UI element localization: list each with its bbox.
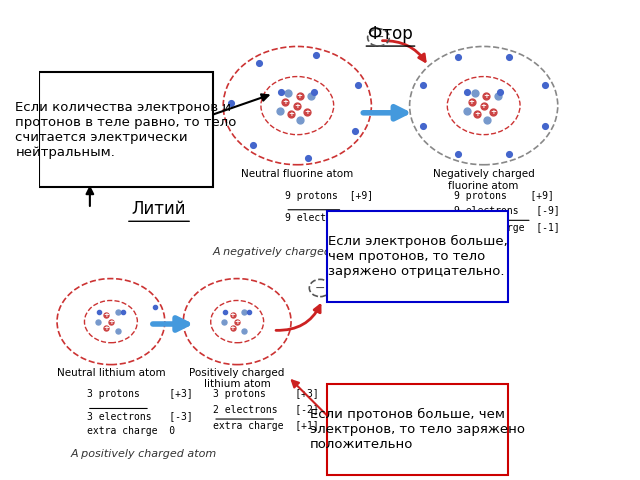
Text: Если электронов больше,
чем протонов, то тело
заряжено отрицательно.: Если электронов больше, чем протонов, то… bbox=[328, 235, 508, 278]
Text: +: + bbox=[481, 103, 486, 108]
Text: +: + bbox=[474, 111, 480, 118]
Text: +: + bbox=[296, 93, 303, 98]
Text: 3 electrons   [-3]: 3 electrons [-3] bbox=[87, 411, 193, 421]
Text: Фтор: Фтор bbox=[368, 24, 413, 43]
Text: Positively charged
lithium atom: Positively charged lithium atom bbox=[189, 368, 285, 389]
Text: +: + bbox=[230, 325, 236, 331]
Text: +: + bbox=[294, 103, 300, 108]
Text: 9 electrons  [-9]: 9 electrons [-9] bbox=[285, 212, 385, 222]
Text: +: + bbox=[108, 319, 114, 324]
Text: Negatively charged
fluorine atom: Negatively charged fluorine atom bbox=[433, 169, 534, 191]
Text: +: + bbox=[103, 325, 109, 331]
Text: Если протонов больше, чем
электронов, то тело заряжено
положительно: Если протонов больше, чем электронов, то… bbox=[310, 408, 525, 451]
Text: 9 protons  [+9]: 9 protons [+9] bbox=[285, 191, 373, 201]
Text: extra charge  0: extra charge 0 bbox=[87, 426, 175, 436]
Text: +: + bbox=[103, 312, 109, 318]
Text: +: + bbox=[490, 109, 497, 115]
Text: Neutral lithium atom: Neutral lithium atom bbox=[56, 368, 165, 378]
Text: 3 protons     [+3]: 3 protons [+3] bbox=[87, 389, 193, 399]
FancyBboxPatch shape bbox=[39, 72, 213, 187]
Text: 3 protons     [+3]: 3 protons [+3] bbox=[213, 389, 319, 399]
Text: +: + bbox=[483, 93, 489, 98]
Text: +: + bbox=[234, 319, 240, 324]
Text: 9 protons    [+9]: 9 protons [+9] bbox=[454, 191, 554, 201]
Text: +: + bbox=[304, 109, 310, 115]
FancyBboxPatch shape bbox=[327, 211, 508, 302]
Text: Neutral fluorine atom: Neutral fluorine atom bbox=[241, 169, 353, 179]
Text: A positively charged atom: A positively charged atom bbox=[71, 449, 217, 458]
Text: Если количества электронов и
протонов в теле равно, то тело
считается электричес: Если количества электронов и протонов в … bbox=[15, 101, 237, 158]
Text: +: + bbox=[288, 111, 294, 118]
Text: +: + bbox=[230, 312, 236, 318]
Text: −: − bbox=[373, 31, 384, 44]
Text: A negatively charged atom: A negatively charged atom bbox=[212, 247, 364, 257]
Text: −: − bbox=[315, 281, 325, 295]
Text: extra charge  [-1]: extra charge [-1] bbox=[454, 223, 559, 233]
Text: 2 electrons   [-2]: 2 electrons [-2] bbox=[213, 404, 319, 414]
Text: +: + bbox=[468, 99, 475, 105]
Text: 9 electrons   [-9]: 9 electrons [-9] bbox=[454, 205, 559, 215]
Text: +: + bbox=[282, 99, 288, 105]
Text: Литий: Литий bbox=[132, 200, 186, 218]
FancyBboxPatch shape bbox=[327, 384, 508, 475]
Text: extra charge  [+1]: extra charge [+1] bbox=[213, 421, 319, 432]
